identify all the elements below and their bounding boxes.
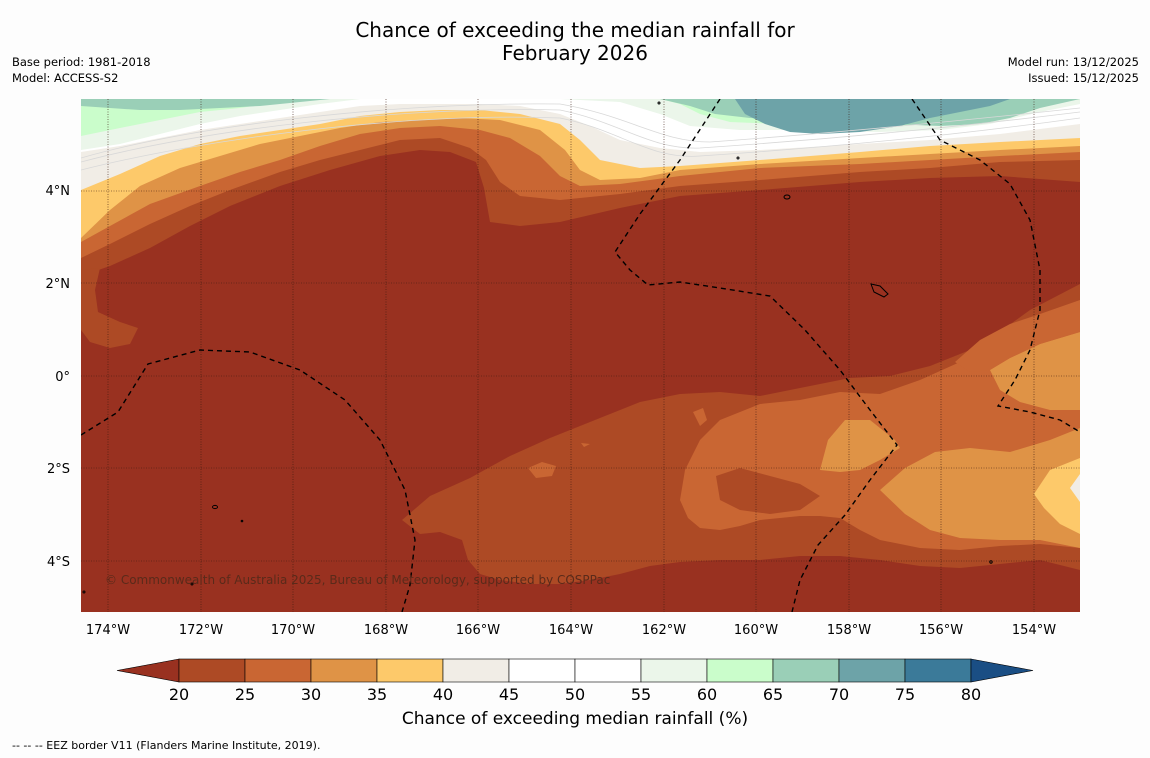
colorbar-title: Chance of exceeding median rainfall (%) (401, 709, 749, 729)
base-period-text: Base period: 1981-2018 (12, 55, 151, 69)
band-south-35 (820, 420, 900, 472)
lat-label: 4°N (46, 184, 71, 199)
lon-label: 168°W (364, 623, 408, 638)
lon-label: 166°W (456, 623, 500, 638)
colorbar-tick-label: 70 (829, 685, 849, 704)
colorbar-tick-label: 55 (631, 685, 651, 704)
colorbar-segment (244, 658, 312, 683)
colorbar-segment (772, 658, 840, 683)
lon-label: 172°W (179, 623, 223, 638)
colorbar-tick-label: 65 (763, 685, 783, 704)
figure-title-line1: Chance of exceeding the median rainfall … (355, 18, 795, 42)
colorbar-segment (508, 658, 576, 683)
issued-text: Issued: 15/12/2025 (1028, 71, 1139, 85)
lon-label: 156°W (919, 623, 963, 638)
band-east-35 (990, 332, 1080, 410)
figure-title-line2: February 2026 (502, 41, 648, 65)
blob-30-c (581, 443, 590, 447)
lon-label: 162°W (642, 623, 686, 638)
colorbar-segment (904, 658, 972, 683)
colorbar-segment (838, 658, 906, 683)
meta-right: Model run: 13/12/2025 Issued: 15/12/2025 (1008, 54, 1139, 86)
lon-label: 170°W (271, 623, 315, 638)
probability-field (81, 99, 1080, 612)
north-contour-lines (81, 103, 1080, 171)
eez-footnote: -- -- -- EEZ border V11 (Flanders Marine… (12, 739, 321, 752)
graticule (81, 99, 1080, 612)
eez-borders (81, 99, 1080, 612)
blob-30-a (528, 462, 556, 478)
lat-label: 0° (55, 370, 70, 385)
band-north-70 (81, 99, 330, 110)
colorbar-segment (640, 658, 708, 683)
colorbar-tick-label: 20 (169, 685, 189, 704)
colorbar: 20 25 30 35 40 45 50 55 60 65 70 75 80 (116, 658, 1034, 704)
islands (82, 101, 993, 594)
colorbar-extend-high (970, 658, 1034, 683)
band-east-30 (955, 300, 1080, 372)
band-west-25 (81, 268, 138, 348)
colorbar-tick-label: 60 (697, 685, 717, 704)
band-south-45 (1070, 474, 1080, 502)
blob-30-b (693, 408, 707, 426)
band-north-75 (735, 99, 1010, 134)
colorbar-extend-low (116, 658, 180, 683)
colorbar-segment (310, 658, 378, 683)
lon-label: 174°W (86, 623, 130, 638)
colorbar-tick-label: 25 (235, 685, 255, 704)
colorbar-tick-label: 40 (433, 685, 453, 704)
colorbar-tick-label: 50 (565, 685, 585, 704)
band-south-40 (1034, 458, 1080, 534)
colorbar-tick-label: 35 (367, 685, 387, 704)
lat-label: 2°S (47, 462, 70, 477)
model-text: Model: ACCESS-S2 (12, 71, 119, 85)
colorbar-segment (706, 658, 774, 683)
lon-label: 164°W (549, 623, 593, 638)
band-south-35b (880, 428, 1080, 548)
longitude-labels: 174°W 172°W 170°W 168°W 166°W 164°W 162°… (86, 623, 1056, 638)
lat-label: 4°S (47, 555, 70, 570)
colorbar-tick-label: 45 (499, 685, 519, 704)
model-run-text: Model run: 13/12/2025 (1007, 55, 1139, 69)
colorbar-segment (178, 658, 246, 683)
lon-label: 158°W (827, 623, 871, 638)
colorbar-tick-label: 30 (301, 685, 321, 704)
lat-label: 2°N (46, 277, 71, 292)
colorbar-segment (376, 658, 444, 683)
band-inner-25 (716, 468, 820, 514)
lon-label: 154°W (1012, 623, 1056, 638)
latitude-labels: 4°N 2°N 0° 2°S 4°S (46, 184, 71, 570)
colorbar-tick-label: 75 (895, 685, 915, 704)
colorbar-segment (442, 658, 510, 683)
lon-label: 160°W (734, 623, 778, 638)
meta-left: Base period: 1981-2018 Model: ACCESS-S2 (12, 54, 151, 86)
colorbar-segment (574, 658, 642, 683)
colorbar-tick-label: 80 (961, 685, 981, 704)
copyright-notice: © Commonwealth of Australia 2025, Bureau… (105, 573, 610, 587)
